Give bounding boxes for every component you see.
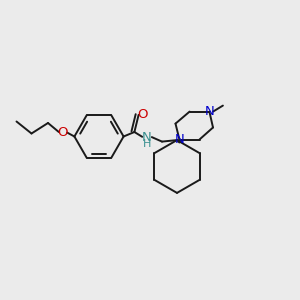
Text: H: H <box>143 139 152 149</box>
Text: N: N <box>205 105 214 118</box>
Text: N: N <box>175 133 184 146</box>
Text: O: O <box>58 126 68 139</box>
Text: O: O <box>137 107 148 121</box>
Text: N: N <box>142 130 152 144</box>
